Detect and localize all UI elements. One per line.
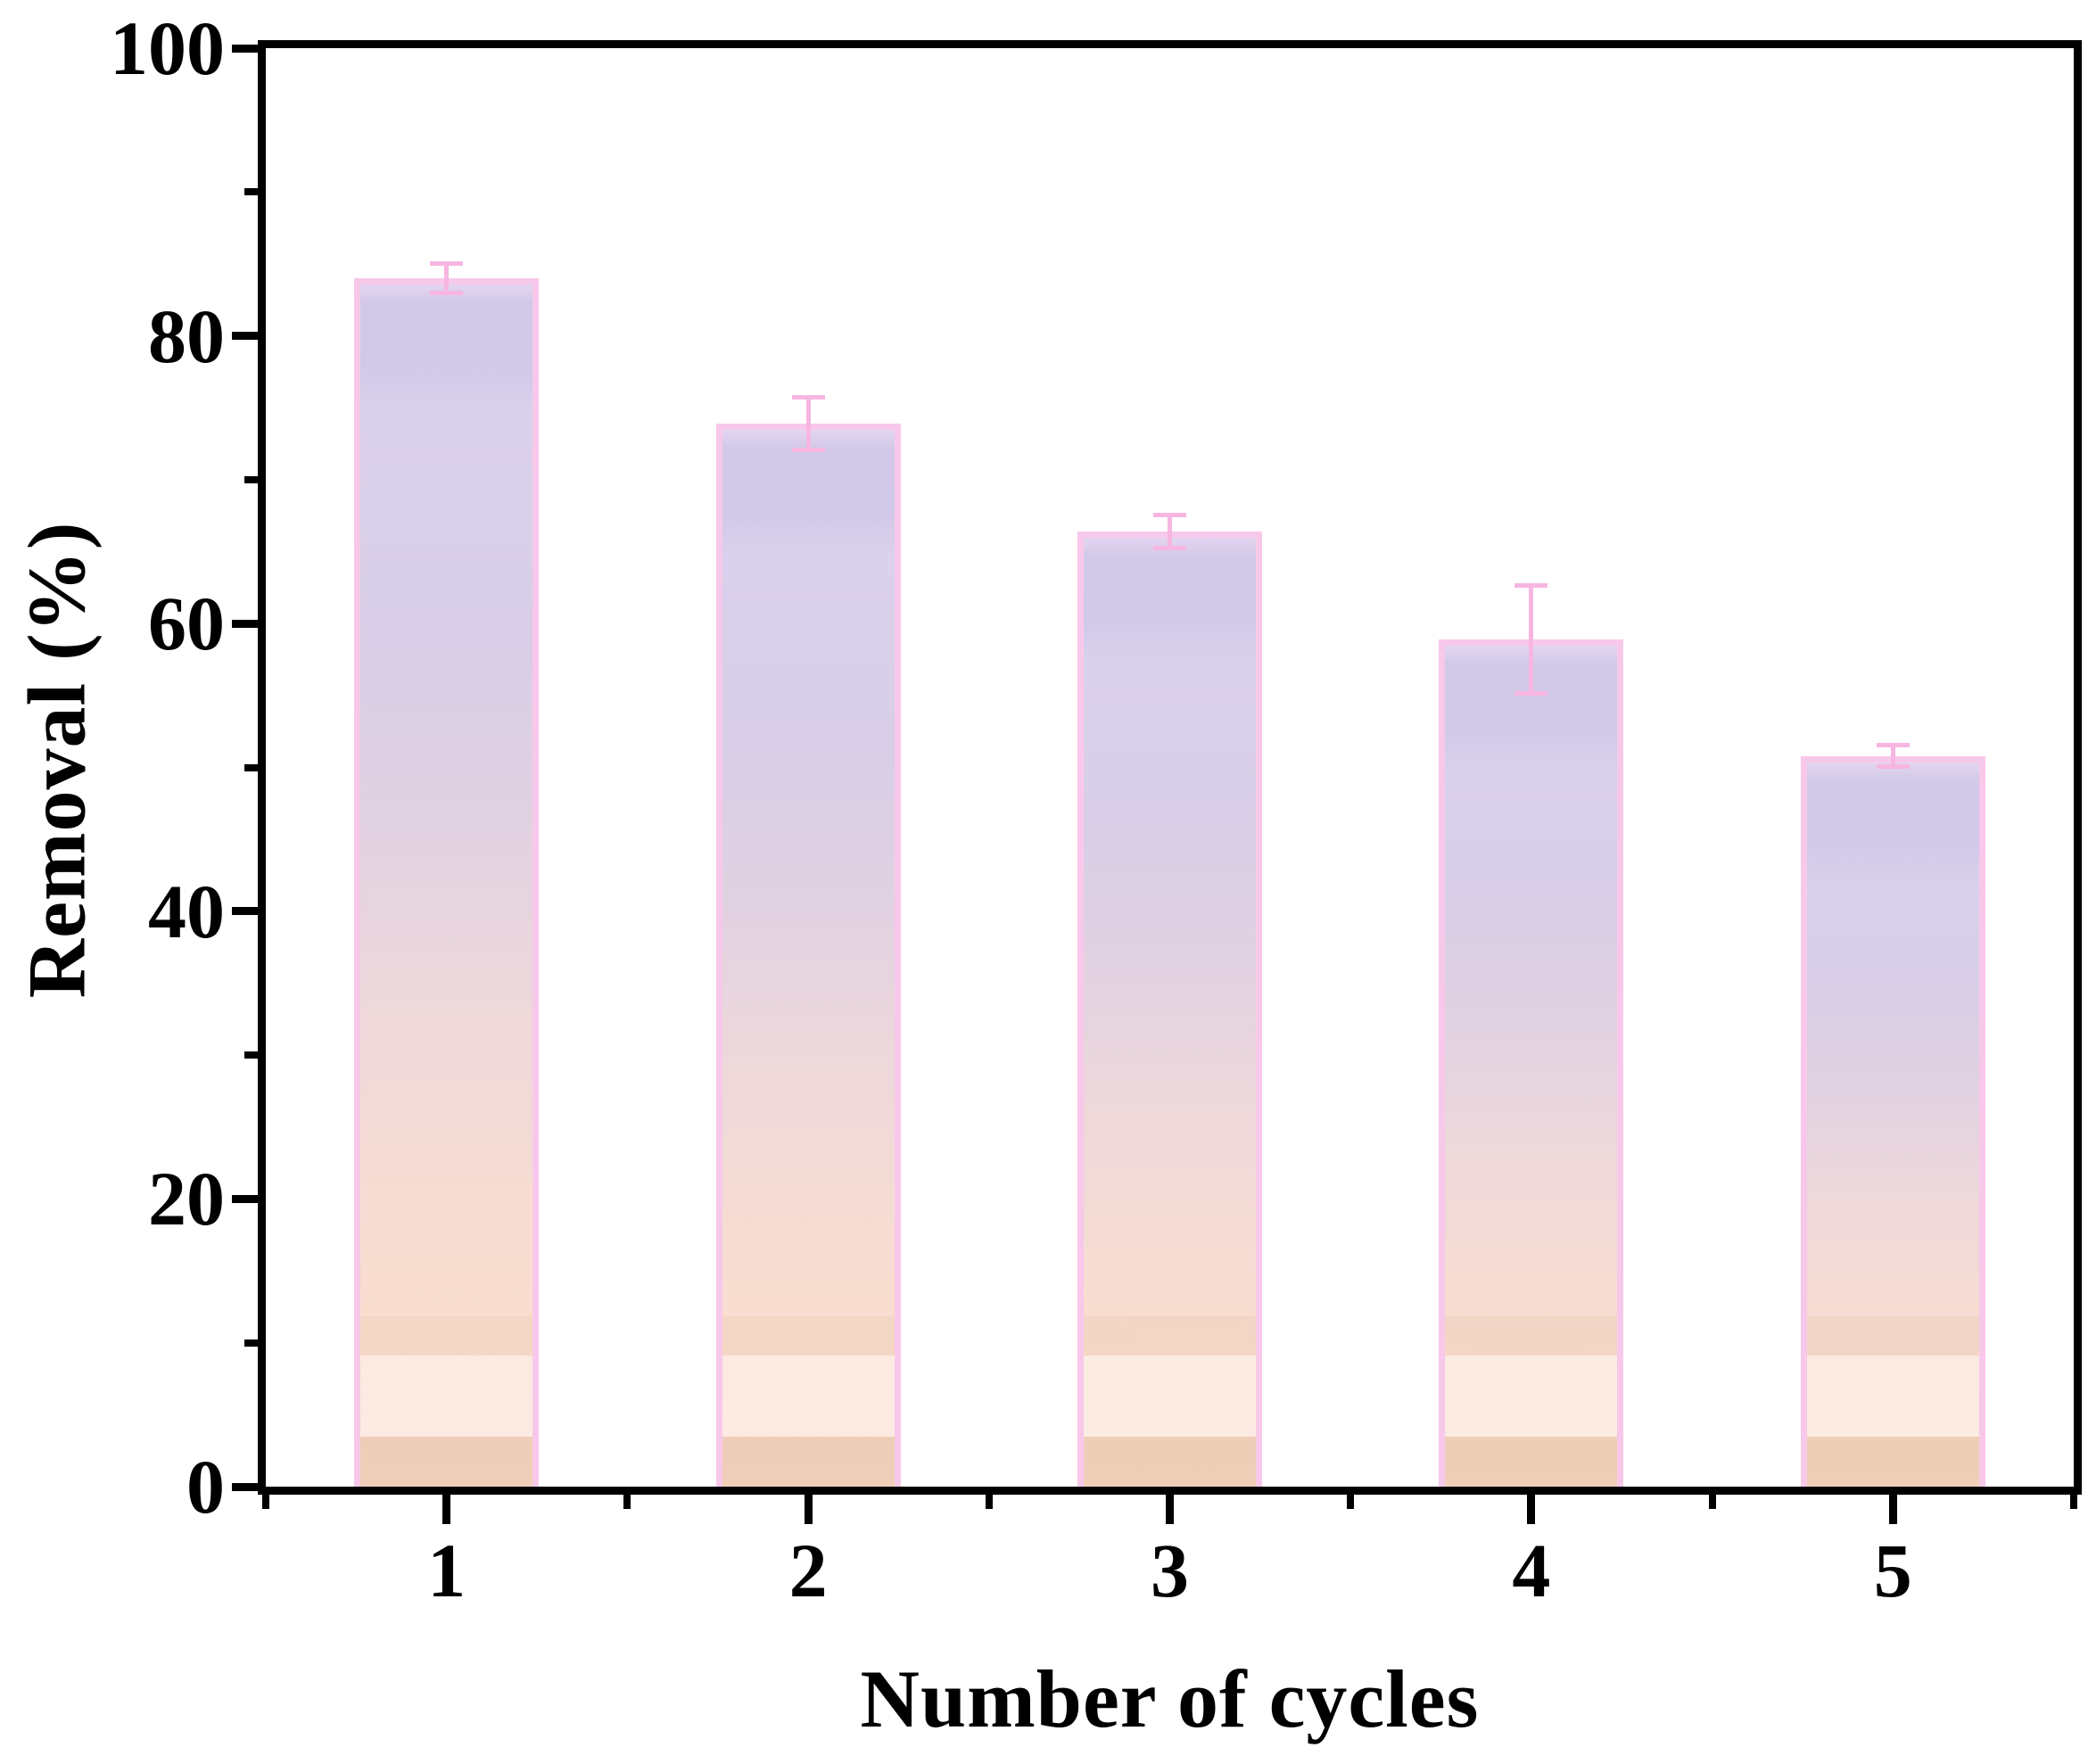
error-bar-cap-bottom: [1153, 545, 1186, 550]
error-bar: [791, 394, 825, 453]
x-major-tick: [1527, 1495, 1536, 1524]
x-major-tick: [1166, 1495, 1174, 1524]
y-tick-label: 60: [148, 581, 225, 667]
error-bar-cap-bottom: [430, 291, 464, 296]
y-major-tick: [232, 1194, 258, 1203]
y-minor-tick: [244, 1339, 258, 1347]
bar: [1077, 531, 1262, 1487]
error-bar-cap-bottom: [791, 448, 825, 453]
bar: [1800, 755, 1985, 1487]
x-major-tick: [804, 1495, 813, 1524]
bar: [354, 278, 540, 1487]
x-minor-tick: [1347, 1495, 1355, 1509]
x-major-tick: [1888, 1495, 1897, 1524]
x-minor-tick: [623, 1495, 631, 1509]
x-minor-tick: [2070, 1495, 2077, 1509]
x-axis-title: Number of cycles: [860, 1653, 1480, 1744]
y-minor-tick: [244, 1051, 258, 1059]
x-tick-label: 2: [788, 1528, 828, 1613]
y-major-tick: [232, 619, 258, 628]
error-bar-cap-top: [1153, 512, 1186, 517]
x-minor-tick: [1708, 1495, 1716, 1509]
y-minor-tick: [244, 763, 258, 771]
error-bar: [1876, 743, 1910, 770]
y-minor-tick: [244, 475, 258, 483]
plot-area: [258, 40, 2082, 1495]
error-bar: [1514, 583, 1548, 696]
y-major-tick: [232, 1482, 258, 1491]
error-bar-cap-top: [791, 394, 825, 400]
error-bar-cap-top: [430, 260, 464, 266]
x-minor-tick: [262, 1495, 269, 1509]
x-minor-tick: [985, 1495, 993, 1509]
y-minor-tick: [244, 188, 258, 196]
x-tick-label: 4: [1512, 1528, 1551, 1613]
bar: [1439, 639, 1624, 1487]
y-major-tick: [232, 907, 258, 916]
y-tick-label: 80: [148, 293, 225, 379]
error-bar-cap-bottom: [1514, 690, 1548, 696]
error-bar: [1153, 512, 1186, 550]
bar: [715, 424, 901, 1487]
error-bar: [430, 260, 464, 296]
y-tick-label: 0: [186, 1444, 225, 1529]
x-major-tick: [442, 1495, 451, 1524]
error-bar-cap-top: [1514, 583, 1548, 589]
y-major-tick: [232, 332, 258, 341]
y-tick-label: 40: [148, 868, 225, 954]
error-bar-cap-bottom: [1876, 764, 1910, 770]
y-major-tick: [232, 44, 258, 53]
y-tick-label: 20: [148, 1156, 225, 1242]
y-tick-label: 100: [110, 5, 225, 91]
error-bar-cap-top: [1876, 743, 1910, 748]
y-axis-title-wrap: Removal (%): [0, 40, 112, 1479]
x-tick-label: 5: [1873, 1528, 1912, 1613]
x-tick-label: 1: [427, 1528, 466, 1613]
x-tick-label: 3: [1151, 1528, 1189, 1613]
